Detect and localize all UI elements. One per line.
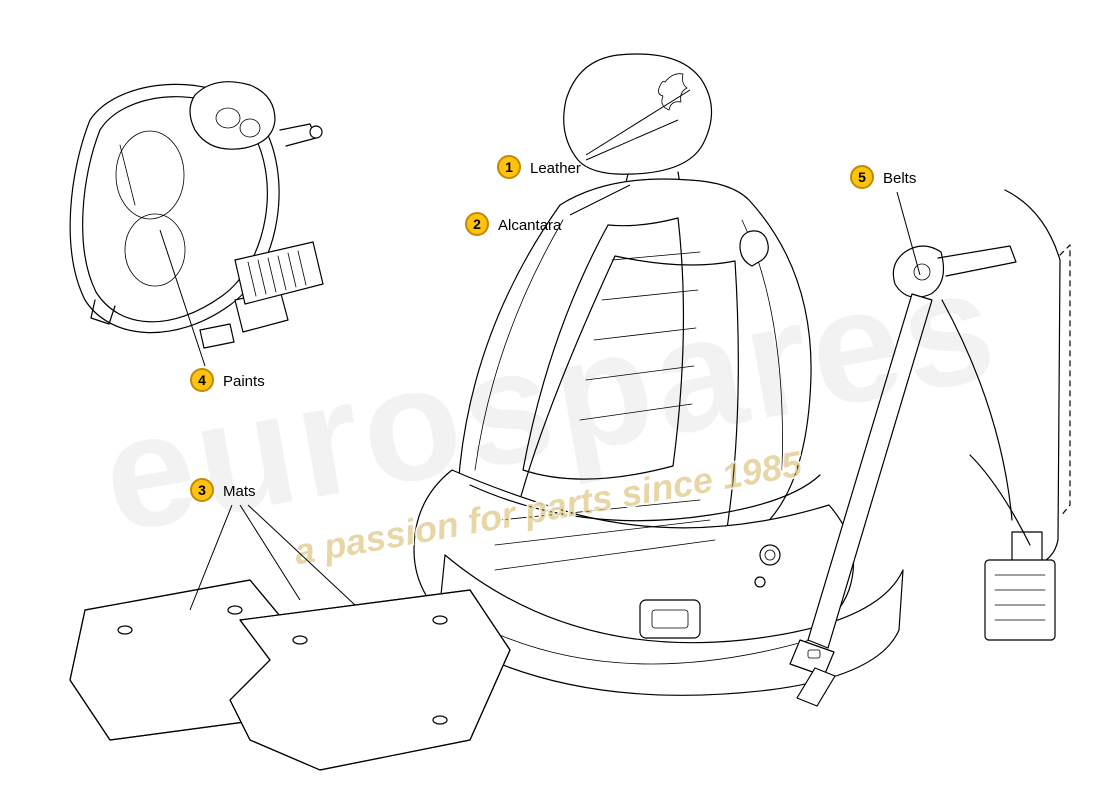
callout-badge-1[interactable]: 1 xyxy=(497,155,521,179)
callout-badge-5[interactable]: 5 xyxy=(850,165,874,189)
callout-label-3: Mats xyxy=(223,483,256,500)
callout-badge-3[interactable]: 3 xyxy=(190,478,214,502)
callout-label-5: Belts xyxy=(883,170,916,187)
diagram-canvas: eurospares a passion for parts since 198… xyxy=(0,0,1100,800)
callout-label-4: Paints xyxy=(223,373,265,390)
line-art-svg xyxy=(0,0,1100,800)
belt-group xyxy=(790,190,1070,706)
callout-label-1: Leather xyxy=(530,160,581,177)
callout-badge-2[interactable]: 2 xyxy=(465,212,489,236)
callout-badge-4[interactable]: 4 xyxy=(190,368,214,392)
headlight-group xyxy=(70,82,323,348)
callout-label-2: Alcantara xyxy=(498,217,561,234)
mats-group xyxy=(70,580,510,770)
